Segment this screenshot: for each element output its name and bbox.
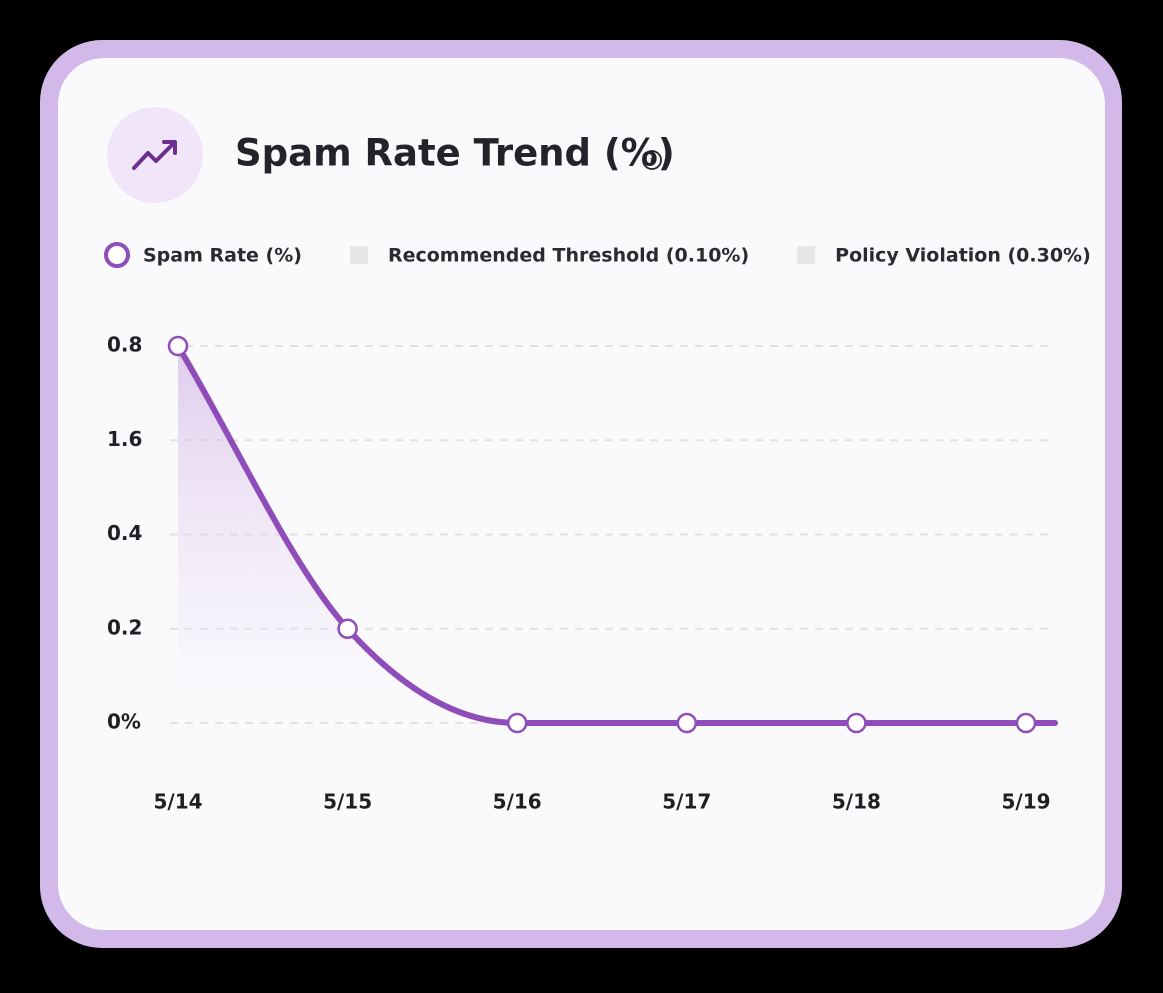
- info-icon-glyph: i: [650, 154, 655, 168]
- x-tick-label: 5/17: [662, 790, 711, 814]
- point: [506, 712, 528, 734]
- x-tick-label: 5/15: [323, 790, 372, 814]
- y-tick-label: 0%: [107, 710, 141, 734]
- y-tick-label: 0.4: [107, 521, 142, 545]
- legend-label: Policy Violation (0.30%): [835, 245, 1091, 267]
- legend-marker: [104, 242, 130, 268]
- line-area: [178, 346, 1026, 723]
- point: [167, 335, 189, 357]
- point: [846, 712, 867, 734]
- y-tick-label: 0.2: [107, 615, 142, 639]
- y-tick-label: 1.6: [107, 427, 142, 451]
- x-tick-label: 5/14: [153, 790, 202, 814]
- icon-badge: [107, 107, 203, 203]
- legend-label: Recommended Threshold (0.10%): [388, 245, 749, 267]
- x-tick-label: 5/16: [493, 790, 542, 814]
- point: [337, 618, 358, 639]
- x-tick-label: 5/19: [1001, 790, 1050, 814]
- legend-marker: [797, 246, 816, 264]
- point: [1015, 712, 1037, 734]
- point: [676, 712, 698, 734]
- legend-label: Spam Rate (%): [143, 245, 302, 267]
- chart-title: Spam Rate Trend (%): [235, 132, 675, 175]
- info-icon: [642, 150, 662, 170]
- y-tick-label: 0.8: [107, 333, 142, 357]
- x-tick-label: 5/18: [832, 790, 881, 814]
- trend-icon: [132, 140, 177, 170]
- legend-marker: [349, 246, 368, 264]
